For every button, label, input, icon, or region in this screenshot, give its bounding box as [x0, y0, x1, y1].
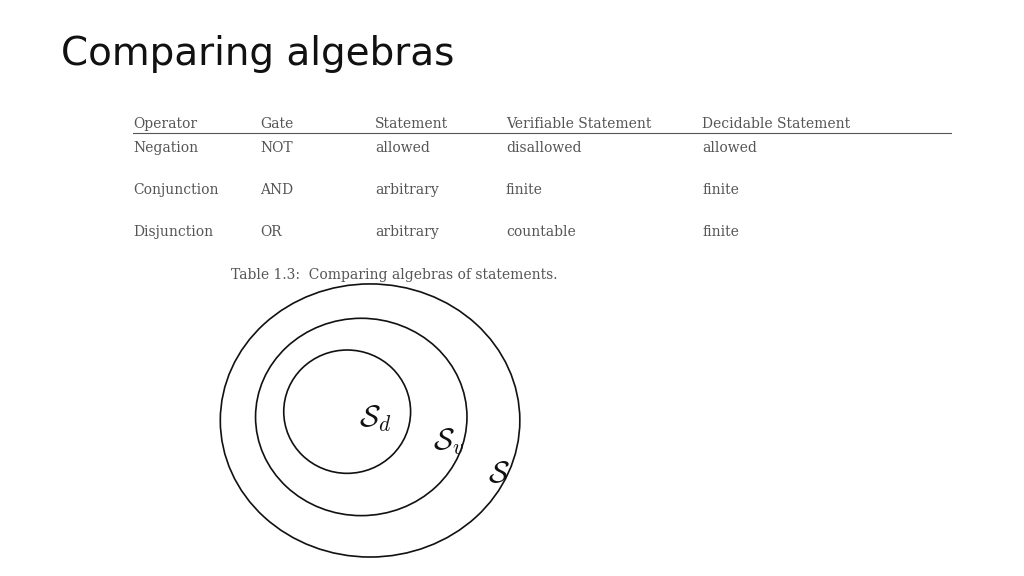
- Text: $\mathcal{S}_v$: $\mathcal{S}_v$: [433, 426, 465, 457]
- Text: $\mathcal{S}_d$: $\mathcal{S}_d$: [358, 403, 392, 434]
- Text: Negation: Negation: [133, 141, 199, 155]
- Text: Comparing algebras: Comparing algebras: [61, 35, 455, 73]
- Text: Gate: Gate: [260, 116, 293, 131]
- Text: Decidable Statement: Decidable Statement: [702, 116, 851, 131]
- Text: disallowed: disallowed: [506, 141, 582, 155]
- Text: Verifiable Statement: Verifiable Statement: [506, 116, 651, 131]
- Text: arbitrary: arbitrary: [375, 183, 438, 197]
- Text: allowed: allowed: [702, 141, 758, 155]
- Text: finite: finite: [506, 183, 543, 197]
- Text: AND: AND: [260, 183, 293, 197]
- Text: arbitrary: arbitrary: [375, 225, 438, 238]
- Text: Operator: Operator: [133, 116, 198, 131]
- Text: countable: countable: [506, 225, 575, 238]
- Text: allowed: allowed: [375, 141, 430, 155]
- Text: Statement: Statement: [375, 116, 447, 131]
- Text: $\mathcal{S}$: $\mathcal{S}$: [487, 458, 510, 489]
- Text: Disjunction: Disjunction: [133, 225, 213, 238]
- Text: Conjunction: Conjunction: [133, 183, 218, 197]
- Text: OR: OR: [260, 225, 282, 238]
- Text: finite: finite: [702, 225, 739, 238]
- Text: finite: finite: [702, 183, 739, 197]
- Text: Table 1.3:  Comparing algebras of statements.: Table 1.3: Comparing algebras of stateme…: [231, 268, 557, 282]
- Text: NOT: NOT: [260, 141, 293, 155]
